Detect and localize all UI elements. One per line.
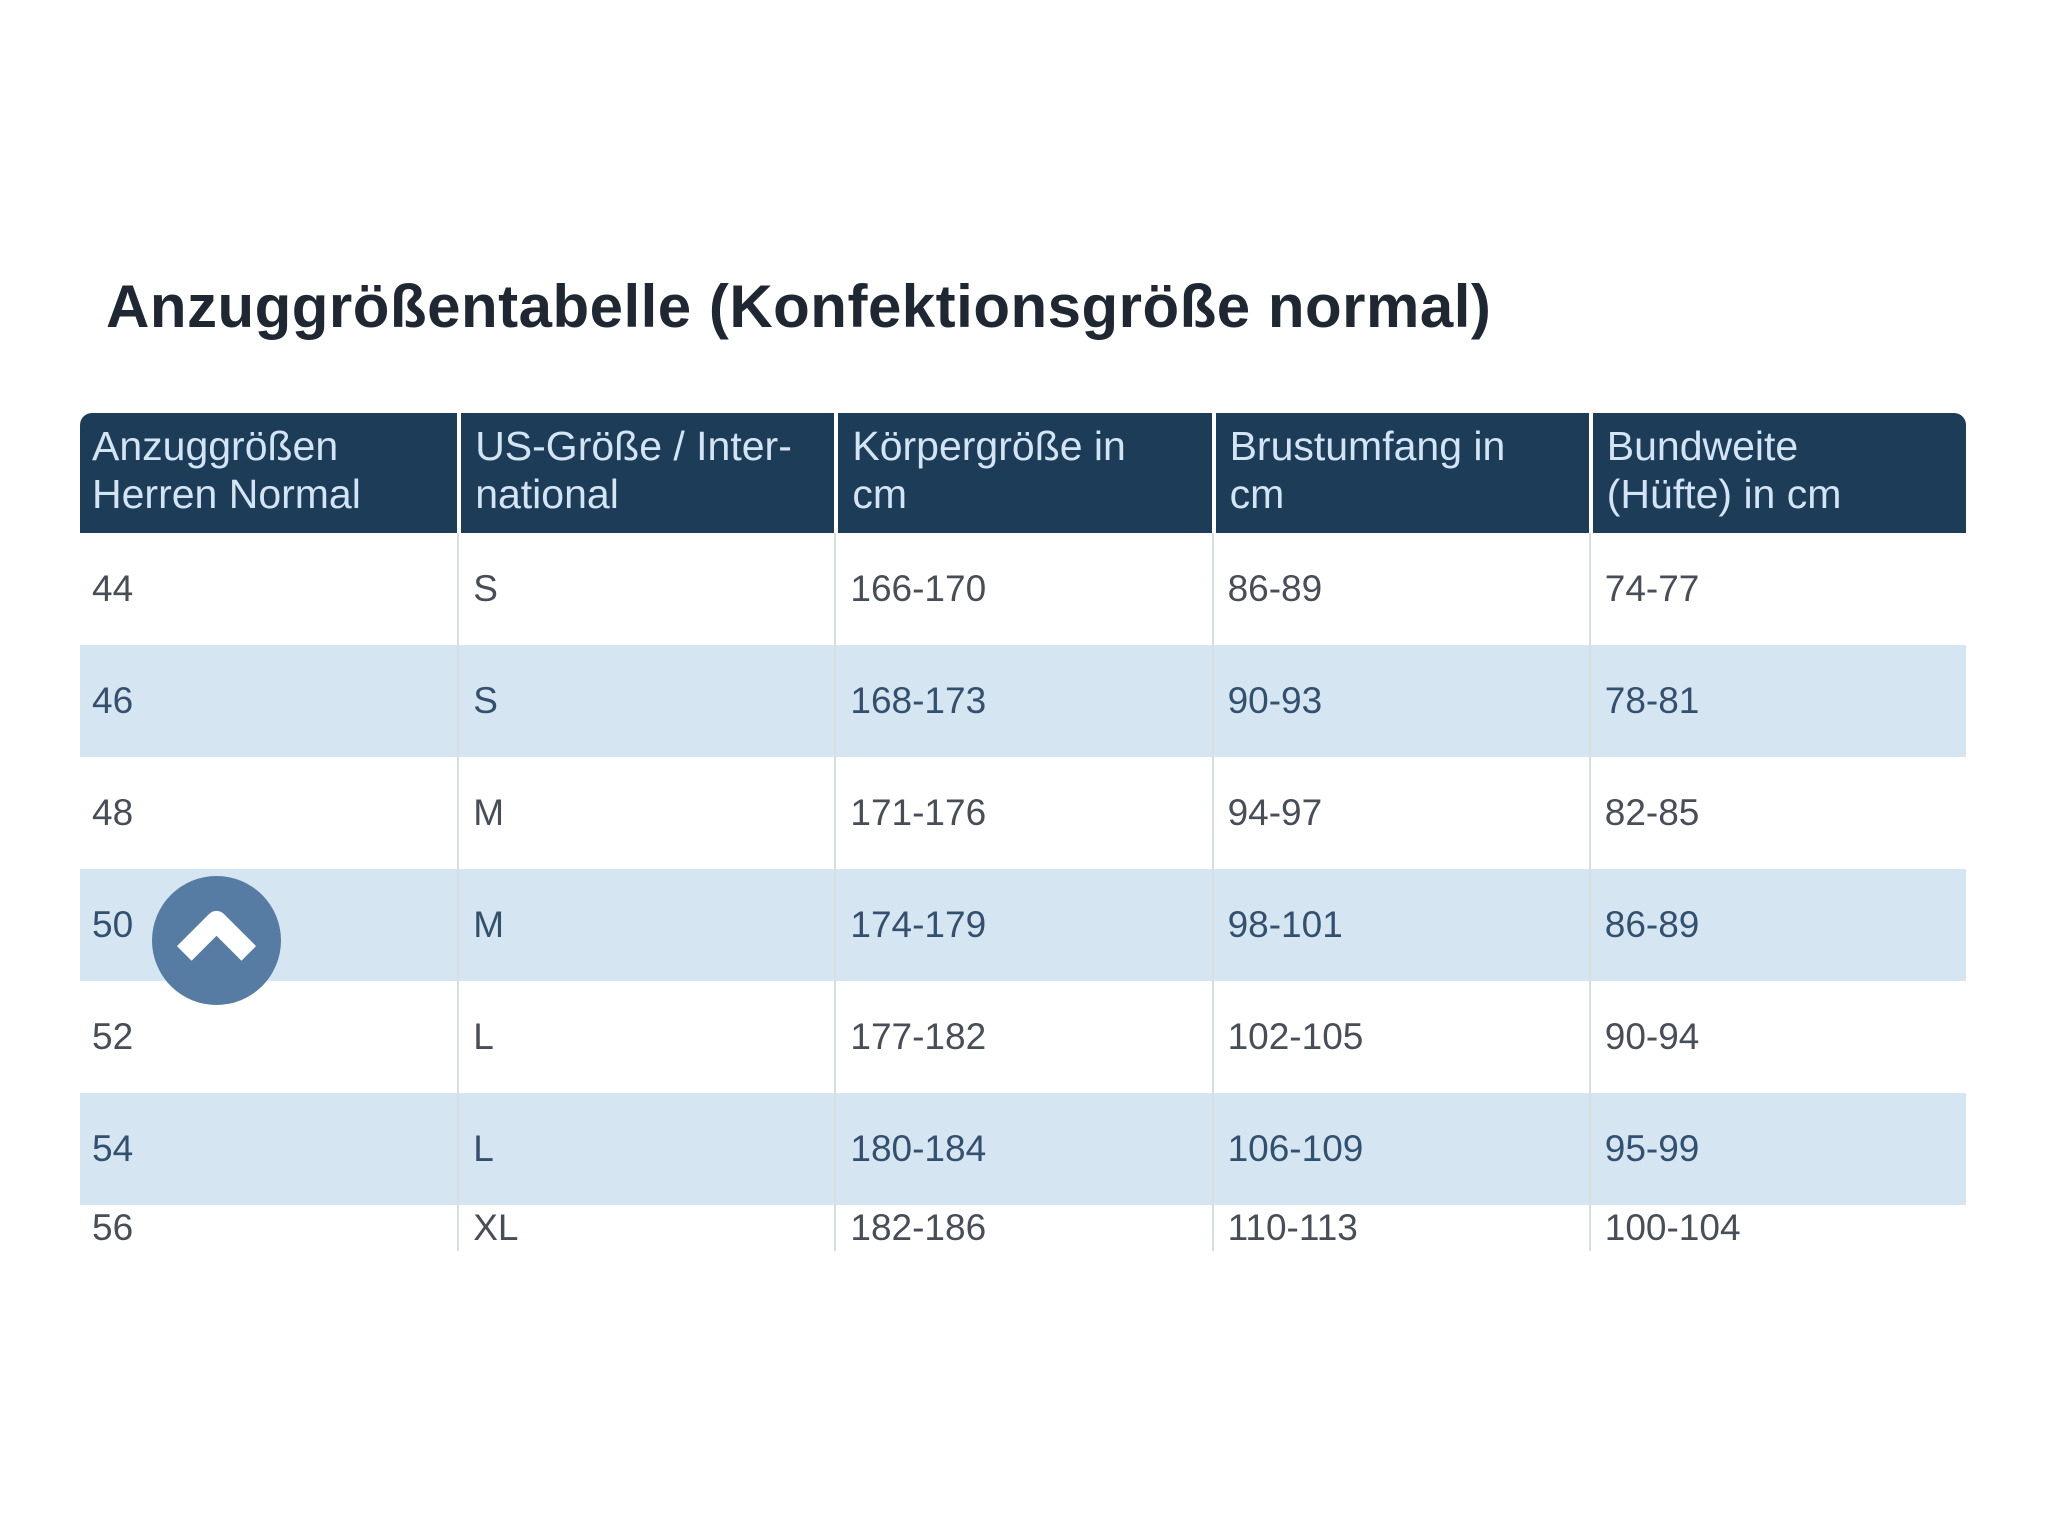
table-cell: L bbox=[457, 981, 835, 1093]
table-cell: 78-81 bbox=[1588, 645, 1966, 757]
table-cell: 100-104 bbox=[1588, 1205, 1966, 1251]
table-cell: L bbox=[457, 1093, 835, 1205]
table-cell: 166-170 bbox=[834, 533, 1212, 645]
table-body: 44 S 166-170 86-89 74-77 46 S 168-173 90-93 78-81… bbox=[80, 533, 1966, 1251]
table-cell: 82-85 bbox=[1588, 757, 1966, 869]
table-cell: 180-184 bbox=[834, 1093, 1212, 1205]
table-cell: M bbox=[457, 869, 835, 981]
table-cell: 106-109 bbox=[1211, 1093, 1589, 1205]
table-cell: 98-101 bbox=[1211, 869, 1589, 981]
table-header-row: Anzuggrößen Herren Normal US-Größe / Inte… bbox=[80, 413, 1966, 533]
scroll-to-top-button[interactable] bbox=[152, 876, 281, 1005]
table-cell: 48 bbox=[80, 757, 458, 869]
table-cell: 52 bbox=[80, 981, 458, 1093]
table-cell: S bbox=[457, 645, 835, 757]
column-header: Anzuggrößen Herren Normal bbox=[80, 413, 458, 533]
table-cell: 56 bbox=[80, 1205, 458, 1251]
column-header: Brustumfang in cm bbox=[1211, 413, 1589, 533]
column-header: Körpergröße in cm bbox=[834, 413, 1212, 533]
table-cell: 90-94 bbox=[1588, 981, 1966, 1093]
table-cell: 54 bbox=[80, 1093, 458, 1205]
table-row: 48 M 171-176 94-97 82-85 bbox=[80, 757, 1966, 869]
table-row: 50 M 174-179 98-101 86-89 bbox=[80, 869, 1966, 981]
chevron-up-icon bbox=[176, 910, 257, 961]
table-cell: 177-182 bbox=[834, 981, 1212, 1093]
table-cell: 182-186 bbox=[834, 1205, 1212, 1251]
table-cell: S bbox=[457, 533, 835, 645]
table-cell: 46 bbox=[80, 645, 458, 757]
table-cell: 174-179 bbox=[834, 869, 1212, 981]
size-table: Anzuggrößen Herren Normal US-Größe / Inte… bbox=[80, 413, 1966, 1251]
table-cell: 90-93 bbox=[1211, 645, 1589, 757]
table-cell: M bbox=[457, 757, 835, 869]
suit-size-table: Anzuggrößen Herren Normal US-Größe / Inte… bbox=[80, 413, 1966, 1251]
table-row: 56 XL 182-186 110-113 100-104 bbox=[80, 1205, 1966, 1251]
table-cell: 110-113 bbox=[1211, 1205, 1589, 1251]
table-cell: 168-173 bbox=[834, 645, 1212, 757]
column-header: US-Größe / Inter- national bbox=[457, 413, 835, 533]
table-cell: 74-77 bbox=[1588, 533, 1966, 645]
table-row: 54 L 180-184 106-109 95-99 bbox=[80, 1093, 1966, 1205]
table-cell: 102-105 bbox=[1211, 981, 1589, 1093]
page-title: Anzuggrößentabelle (Konfektionsgröße nor… bbox=[106, 273, 1492, 340]
table-cell: 86-89 bbox=[1211, 533, 1589, 645]
table-row: 46 S 168-173 90-93 78-81 bbox=[80, 645, 1966, 757]
table-cell: 171-176 bbox=[834, 757, 1212, 869]
table-cell: XL bbox=[457, 1205, 835, 1251]
table-row: 44 S 166-170 86-89 74-77 bbox=[80, 533, 1966, 645]
table-row: 52 L 177-182 102-105 90-94 bbox=[80, 981, 1966, 1093]
table-cell: 95-99 bbox=[1588, 1093, 1966, 1205]
column-header: Bundweite (Hüfte) in cm bbox=[1588, 413, 1966, 533]
table-cell: 86-89 bbox=[1588, 869, 1966, 981]
table-header: Anzuggrößen Herren Normal US-Größe / Inte… bbox=[80, 413, 1966, 533]
table-cell: 94-97 bbox=[1211, 757, 1589, 869]
table-cell: 44 bbox=[80, 533, 458, 645]
